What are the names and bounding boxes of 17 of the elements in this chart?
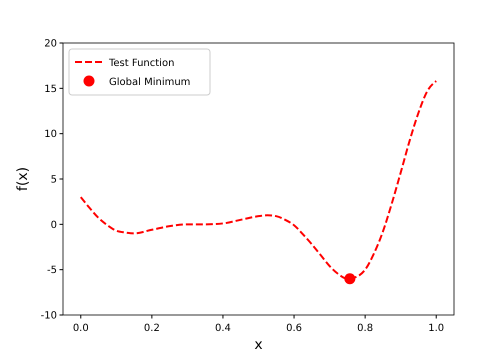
y-tick-label: 0 xyxy=(50,220,57,231)
legend-label: Global Minimum xyxy=(109,77,190,88)
x-axis-title: x xyxy=(254,337,263,353)
y-tick-label: -10 xyxy=(40,310,57,322)
y-tick-label: -5 xyxy=(47,265,57,276)
y-axis-title: f(x) xyxy=(15,166,31,192)
y-tick-label: 5 xyxy=(50,174,57,186)
x-tick-label: 0.0 xyxy=(72,323,89,334)
x-tick-label: 0.8 xyxy=(357,323,374,334)
x-tick-label: 0.4 xyxy=(215,323,231,334)
y-tick-label: 10 xyxy=(44,129,57,140)
x-tick-label: 1.0 xyxy=(428,323,444,334)
x-tick-label: 0.6 xyxy=(286,323,302,334)
x-tick-label: 0.2 xyxy=(144,323,160,334)
legend-label: Test Function xyxy=(108,58,174,69)
y-tick-label: 20 xyxy=(44,38,57,50)
y-tick-label: 15 xyxy=(44,84,57,95)
